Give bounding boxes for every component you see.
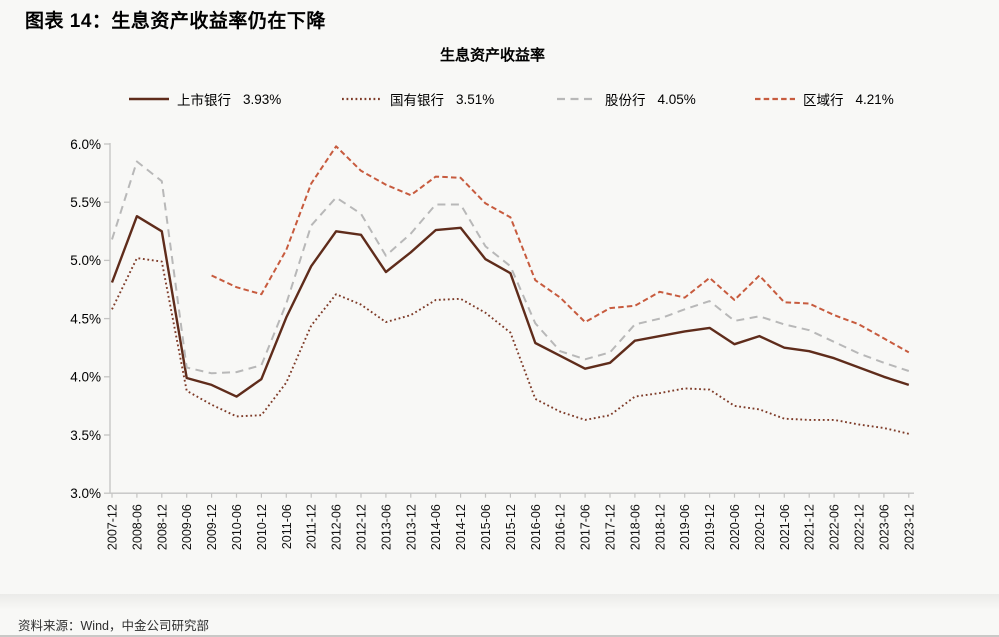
- svg-text:2013-12: 2013-12: [404, 504, 418, 550]
- svg-text:2020-06: 2020-06: [728, 504, 742, 550]
- svg-text:6.0%: 6.0%: [70, 137, 101, 152]
- svg-text:2017-12: 2017-12: [604, 504, 618, 550]
- line-marker-icon: [129, 97, 169, 101]
- svg-text:4.5%: 4.5%: [70, 311, 101, 326]
- legend-value: 4.05%: [657, 91, 696, 107]
- legend-item-state-owned-banks: 国有银行 3.51%: [341, 90, 494, 108]
- legend-label: 股份行: [605, 93, 646, 108]
- legend-label: 上市银行: [177, 93, 231, 108]
- svg-text:2014-12: 2014-12: [454, 504, 468, 550]
- svg-text:2012-12: 2012-12: [355, 504, 369, 550]
- legend-item-listed-banks: 上市银行 3.93%: [128, 90, 281, 108]
- figure-title: 图表 14：生息资产收益率仍在下降: [25, 11, 326, 32]
- svg-text:2023-06: 2023-06: [877, 504, 891, 550]
- svg-text:2017-06: 2017-06: [579, 504, 593, 550]
- y-axis: 6.0% 5.5% 5.0% 4.5% 4.0% 3.5% 3.0%: [70, 137, 111, 501]
- svg-text:2011-12: 2011-12: [305, 504, 319, 549]
- svg-text:2016-12: 2016-12: [554, 504, 568, 550]
- svg-text:2023-12: 2023-12: [902, 504, 916, 550]
- svg-text:5.5%: 5.5%: [70, 195, 101, 210]
- legend-label: 国有银行: [390, 93, 444, 108]
- series-line-1: [111, 257, 910, 435]
- chart-title: 生息资产收益率: [439, 47, 545, 64]
- svg-text:2018-06: 2018-06: [628, 504, 642, 550]
- legend-value: 3.93%: [243, 91, 282, 107]
- legend-item-regional-banks: 区域行 4.21%: [754, 90, 894, 108]
- source-note: 资料来源：Wind，中金公司研究部: [18, 619, 209, 633]
- legend-value: 3.51%: [456, 91, 495, 107]
- svg-text:2013-06: 2013-06: [379, 504, 393, 550]
- svg-text:2019-06: 2019-06: [678, 504, 692, 550]
- svg-text:2018-12: 2018-12: [653, 504, 667, 550]
- legend-item-joint-stock-banks: 股份行 4.05%: [556, 90, 696, 108]
- svg-text:5.0%: 5.0%: [70, 253, 101, 268]
- svg-text:2009-12: 2009-12: [205, 504, 219, 550]
- svg-text:2012-06: 2012-06: [330, 504, 344, 550]
- svg-text:4.0%: 4.0%: [70, 370, 101, 385]
- svg-text:2007-12: 2007-12: [106, 504, 120, 550]
- series-line-0: [110, 215, 910, 398]
- svg-text:2020-12: 2020-12: [753, 504, 767, 550]
- svg-text:3.5%: 3.5%: [70, 428, 101, 443]
- svg-text:2015-12: 2015-12: [504, 504, 518, 550]
- line-marker-icon: [557, 97, 597, 101]
- svg-text:2021-06: 2021-06: [778, 504, 792, 550]
- svg-text:2014-06: 2014-06: [429, 504, 443, 550]
- line-marker-icon: [755, 97, 795, 101]
- series-line-3: [211, 145, 910, 354]
- svg-text:2009-06: 2009-06: [180, 504, 194, 550]
- svg-text:2010-06: 2010-06: [230, 504, 244, 550]
- svg-text:2008-12: 2008-12: [155, 504, 169, 550]
- svg-text:2011-06: 2011-06: [280, 504, 294, 549]
- svg-text:2010-12: 2010-12: [255, 504, 269, 550]
- legend-label: 区域行: [803, 93, 844, 108]
- x-axis: 2007-12 2008-06 2008-12 2009-06 2009-12 2010-…: [106, 492, 916, 550]
- svg-text:2016-06: 2016-06: [529, 504, 543, 550]
- series-line-2: [111, 160, 910, 375]
- svg-text:2021-12: 2021-12: [803, 504, 817, 550]
- bottom-divider: [0, 635, 999, 637]
- svg-text:2008-06: 2008-06: [130, 504, 144, 550]
- legend-value: 4.21%: [855, 91, 894, 107]
- svg-text:2015-06: 2015-06: [479, 504, 493, 550]
- svg-text:2022-12: 2022-12: [853, 504, 867, 550]
- svg-text:3.0%: 3.0%: [70, 486, 101, 501]
- svg-text:2022-06: 2022-06: [828, 504, 842, 550]
- chart-legend: 上市银行 3.93% 国有银行 3.51% 股份行 4.05% 区域行 4.21…: [0, 90, 999, 108]
- svg-text:2019-12: 2019-12: [703, 504, 717, 550]
